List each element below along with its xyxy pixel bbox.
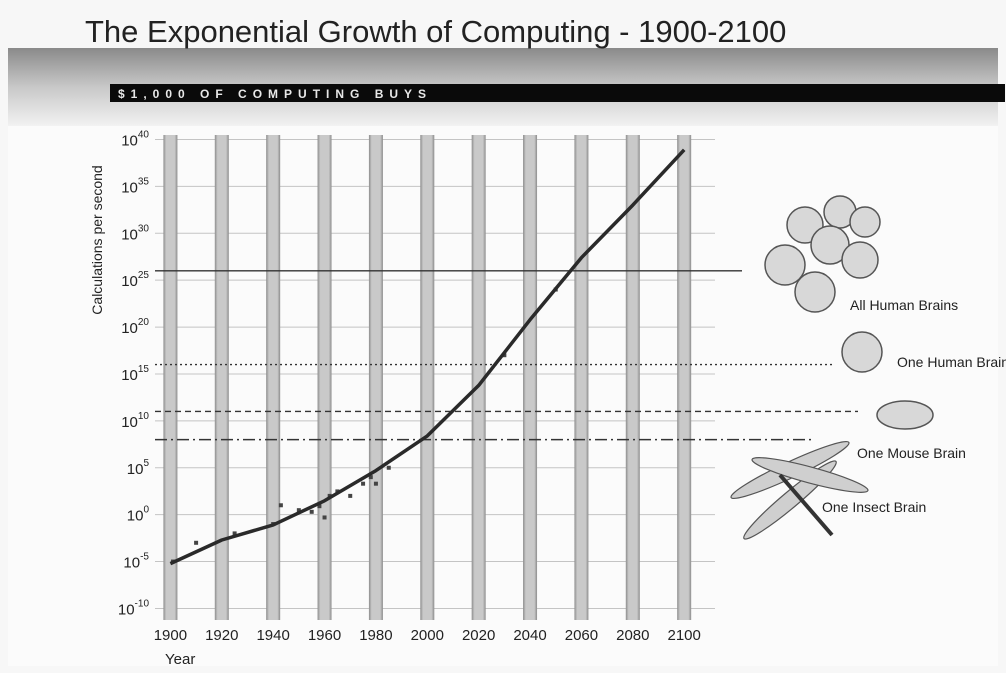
grid-column xyxy=(318,135,332,620)
data-point xyxy=(194,541,198,545)
grid-column xyxy=(266,135,280,620)
data-point xyxy=(348,494,352,498)
x-tick-label: 2020 xyxy=(462,627,495,644)
data-point xyxy=(310,510,314,514)
x-tick-label: 1980 xyxy=(359,627,392,644)
subtitle: $1,000 OF COMPUTING BUYS xyxy=(118,87,432,101)
reference-label: One Human Brain xyxy=(897,354,1006,370)
chart-title: The Exponential Growth of Computing - 19… xyxy=(85,14,786,49)
data-point xyxy=(387,466,391,470)
reference-label: One Mouse Brain xyxy=(857,445,966,461)
x-tick-label: 2040 xyxy=(513,627,546,644)
reference-label: All Human Brains xyxy=(850,297,958,313)
grid-column xyxy=(163,135,177,620)
chart: The Exponential Growth of Computing - 19… xyxy=(0,0,1006,673)
grid-column xyxy=(369,135,383,620)
data-point xyxy=(279,503,283,507)
grid-column xyxy=(677,135,691,620)
x-tick-label: 2100 xyxy=(667,627,700,644)
x-tick-label: 1900 xyxy=(154,627,187,644)
x-axis-label: Year xyxy=(165,651,195,668)
x-tick-label: 1940 xyxy=(256,627,289,644)
data-point xyxy=(361,482,365,486)
grid-column xyxy=(420,135,434,620)
grid-column xyxy=(215,135,229,620)
x-tick-label: 1920 xyxy=(205,627,238,644)
x-tick-label: 2000 xyxy=(411,627,444,644)
reference-label: One Insect Brain xyxy=(822,499,926,515)
x-tick-label: 2060 xyxy=(565,627,598,644)
x-tick-label: 2080 xyxy=(616,627,649,644)
y-axis-label: Calculations per second xyxy=(89,165,105,314)
data-point xyxy=(374,482,378,486)
x-tick-label: 1960 xyxy=(308,627,341,644)
data-point xyxy=(323,515,327,519)
grid-column xyxy=(523,135,537,620)
grid-column xyxy=(574,135,588,620)
